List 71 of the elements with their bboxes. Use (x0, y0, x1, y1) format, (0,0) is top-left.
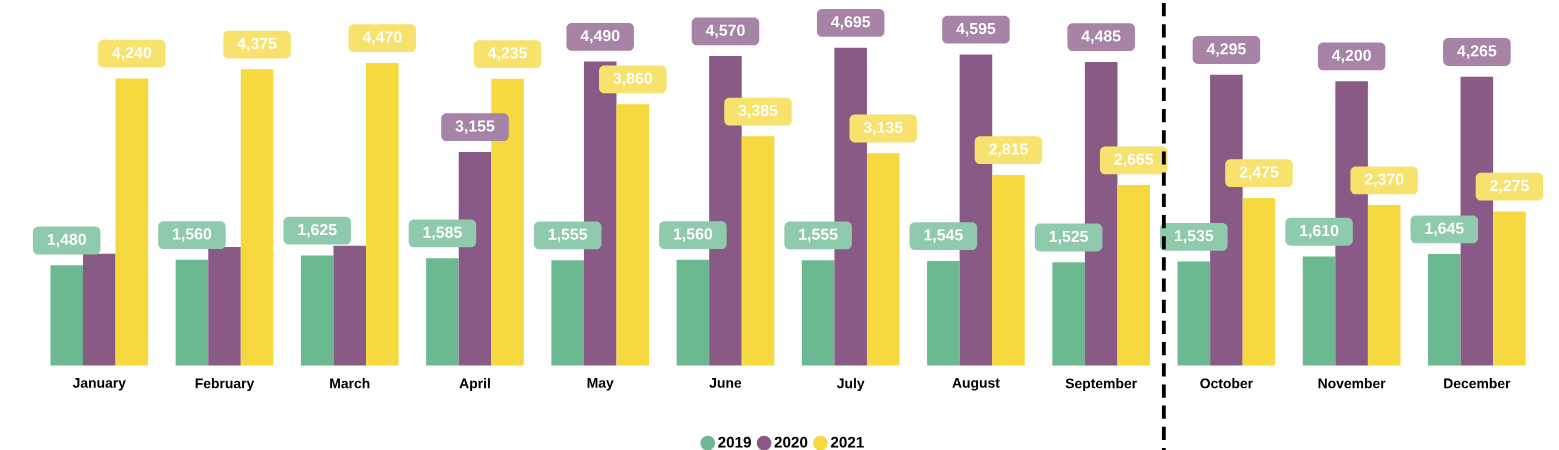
data-label: 4,595 (956, 22, 996, 37)
x-tick-label: July (836, 377, 865, 391)
x-tick-label: August (952, 378, 1000, 391)
data-label: 1,560 (173, 228, 212, 242)
data-label: 3,135 (863, 121, 903, 136)
data-label: 4,570 (705, 24, 745, 39)
bar (1242, 197, 1276, 366)
data-label: 1,525 (1049, 230, 1089, 245)
x-tick-label: April (459, 377, 490, 391)
bar (992, 174, 1025, 366)
bar (175, 259, 209, 366)
data-label: 4,265 (1457, 45, 1497, 59)
bar (1367, 204, 1401, 366)
bar (801, 260, 835, 366)
data-label: 1,625 (298, 223, 337, 238)
bar (741, 136, 775, 366)
bar (366, 62, 399, 366)
data-label: 4,235 (487, 47, 527, 61)
bar (426, 258, 459, 366)
bar (1493, 211, 1526, 366)
bar (616, 104, 650, 366)
data-label: 1,645 (1425, 222, 1464, 237)
data-label: 4,470 (362, 31, 402, 45)
data-label: 1,555 (799, 228, 838, 243)
data-label: 1,535 (1174, 229, 1214, 244)
x-tick-label: March (330, 377, 370, 389)
x-tick-label: June (709, 378, 742, 388)
data-label: 4,485 (1081, 30, 1121, 44)
data-label: 1,610 (1300, 224, 1339, 239)
bar (1302, 256, 1336, 366)
x-tick-label: February (195, 377, 255, 391)
legend-label: 2020 (774, 436, 808, 448)
x-tick-label: May (587, 378, 614, 391)
data-label: 4,490 (580, 29, 620, 44)
bar (1052, 262, 1085, 366)
x-tick-label: September (1065, 377, 1137, 391)
bar (927, 260, 960, 366)
data-label: 1,560 (674, 228, 713, 242)
x-tick-label: October (1200, 377, 1253, 389)
data-label: 2,815 (989, 143, 1028, 157)
data-label: 1,545 (924, 229, 963, 243)
bar (300, 255, 334, 366)
data-label: 4,200 (1332, 49, 1371, 64)
data-label: 1,555 (548, 228, 588, 243)
bar (50, 265, 83, 366)
data-label: 3,385 (738, 104, 778, 119)
bar (1177, 261, 1211, 366)
bar (551, 260, 584, 366)
data-label: 2,475 (1239, 166, 1279, 180)
bar (1117, 184, 1151, 366)
data-label: 4,375 (237, 37, 277, 52)
data-label: 3,860 (613, 72, 652, 87)
x-tick-label: January (72, 378, 126, 391)
data-label: 1,585 (423, 226, 462, 241)
data-label: 4,295 (1206, 43, 1246, 57)
bar (866, 153, 900, 366)
data-label: 4,695 (831, 16, 871, 30)
bar (115, 78, 149, 366)
data-label: 2,370 (1364, 173, 1404, 187)
x-tick-label: December (1444, 377, 1511, 389)
data-label: 3,155 (455, 120, 495, 134)
legend-label: 2019 (718, 436, 751, 448)
data-label: 2,275 (1490, 179, 1529, 194)
bar (676, 259, 710, 366)
legend-label: 2021 (830, 436, 864, 448)
data-label: 2,665 (1114, 153, 1154, 167)
data-label: 1,480 (47, 233, 86, 248)
bar (1428, 254, 1461, 366)
bar (240, 69, 274, 366)
x-tick-label: November (1318, 377, 1386, 389)
data-label: 4,240 (112, 46, 152, 61)
